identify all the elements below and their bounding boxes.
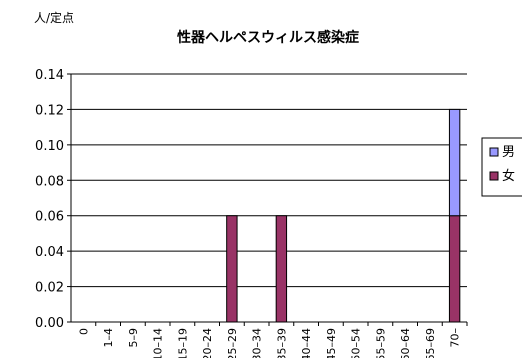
x-tick-label: 55–59	[374, 328, 387, 358]
y-tick-labels: 0.00 0.02 0.04 0.06 0.08 0.10 0.12 0.14	[35, 68, 64, 331]
legend-box	[481, 137, 522, 197]
bar-女-25–29	[226, 215, 238, 323]
y-unit-label: 人/定点	[34, 10, 74, 25]
legend-label-男: 男	[502, 145, 515, 160]
y-tick-label: 0.04	[35, 245, 64, 260]
legend: 男女	[481, 137, 522, 197]
bar-女-35–39	[275, 215, 288, 323]
axes	[67, 73, 468, 326]
x-tick-label: 15–19	[176, 328, 189, 358]
y-tick-label: 0.10	[35, 139, 64, 154]
y-tick-label: 0.08	[35, 174, 64, 189]
x-tick-label: 70–	[449, 328, 462, 348]
x-tick-label: 65–69	[424, 328, 437, 358]
x-tick-label: 20–24	[201, 328, 214, 358]
x-tick-label: 25–29	[226, 328, 239, 358]
chart-title: 性器ヘルペスウィルス感染症	[177, 29, 359, 46]
legend-label-女: 女	[502, 168, 515, 184]
x-tick-label: 30–34	[251, 328, 264, 358]
x-tick-label: 40–44	[300, 328, 313, 358]
y-tick-label: 0.02	[35, 281, 64, 296]
x-tick-label: 1–4	[102, 328, 115, 348]
x-tick-label: 5–9	[127, 328, 140, 348]
legend-swatch-男	[489, 147, 499, 157]
x-tick-label: 50–54	[350, 328, 363, 358]
x-tick-label: 45–49	[325, 328, 338, 358]
bar-男-70–	[448, 108, 461, 217]
x-tick-label: 10–14	[152, 328, 165, 358]
bar-女-70–	[448, 215, 461, 323]
legend-swatch-女	[489, 171, 499, 181]
y-tick-label: 0.06	[35, 210, 64, 225]
x-tick-label: 0	[77, 328, 90, 335]
y-tick-label: 0.12	[35, 103, 64, 118]
gridlines	[71, 73, 467, 288]
y-tick-label: 0.00	[35, 316, 64, 331]
y-tick-label: 0.14	[35, 68, 64, 83]
x-tick-label: 35–39	[275, 328, 288, 358]
x-tick-labels: 0 1–4 5–9 10–14 15–19 20–24 25–29 30–34 35–39 40–…	[77, 328, 461, 358]
x-tick-label: 60–64	[399, 328, 412, 358]
